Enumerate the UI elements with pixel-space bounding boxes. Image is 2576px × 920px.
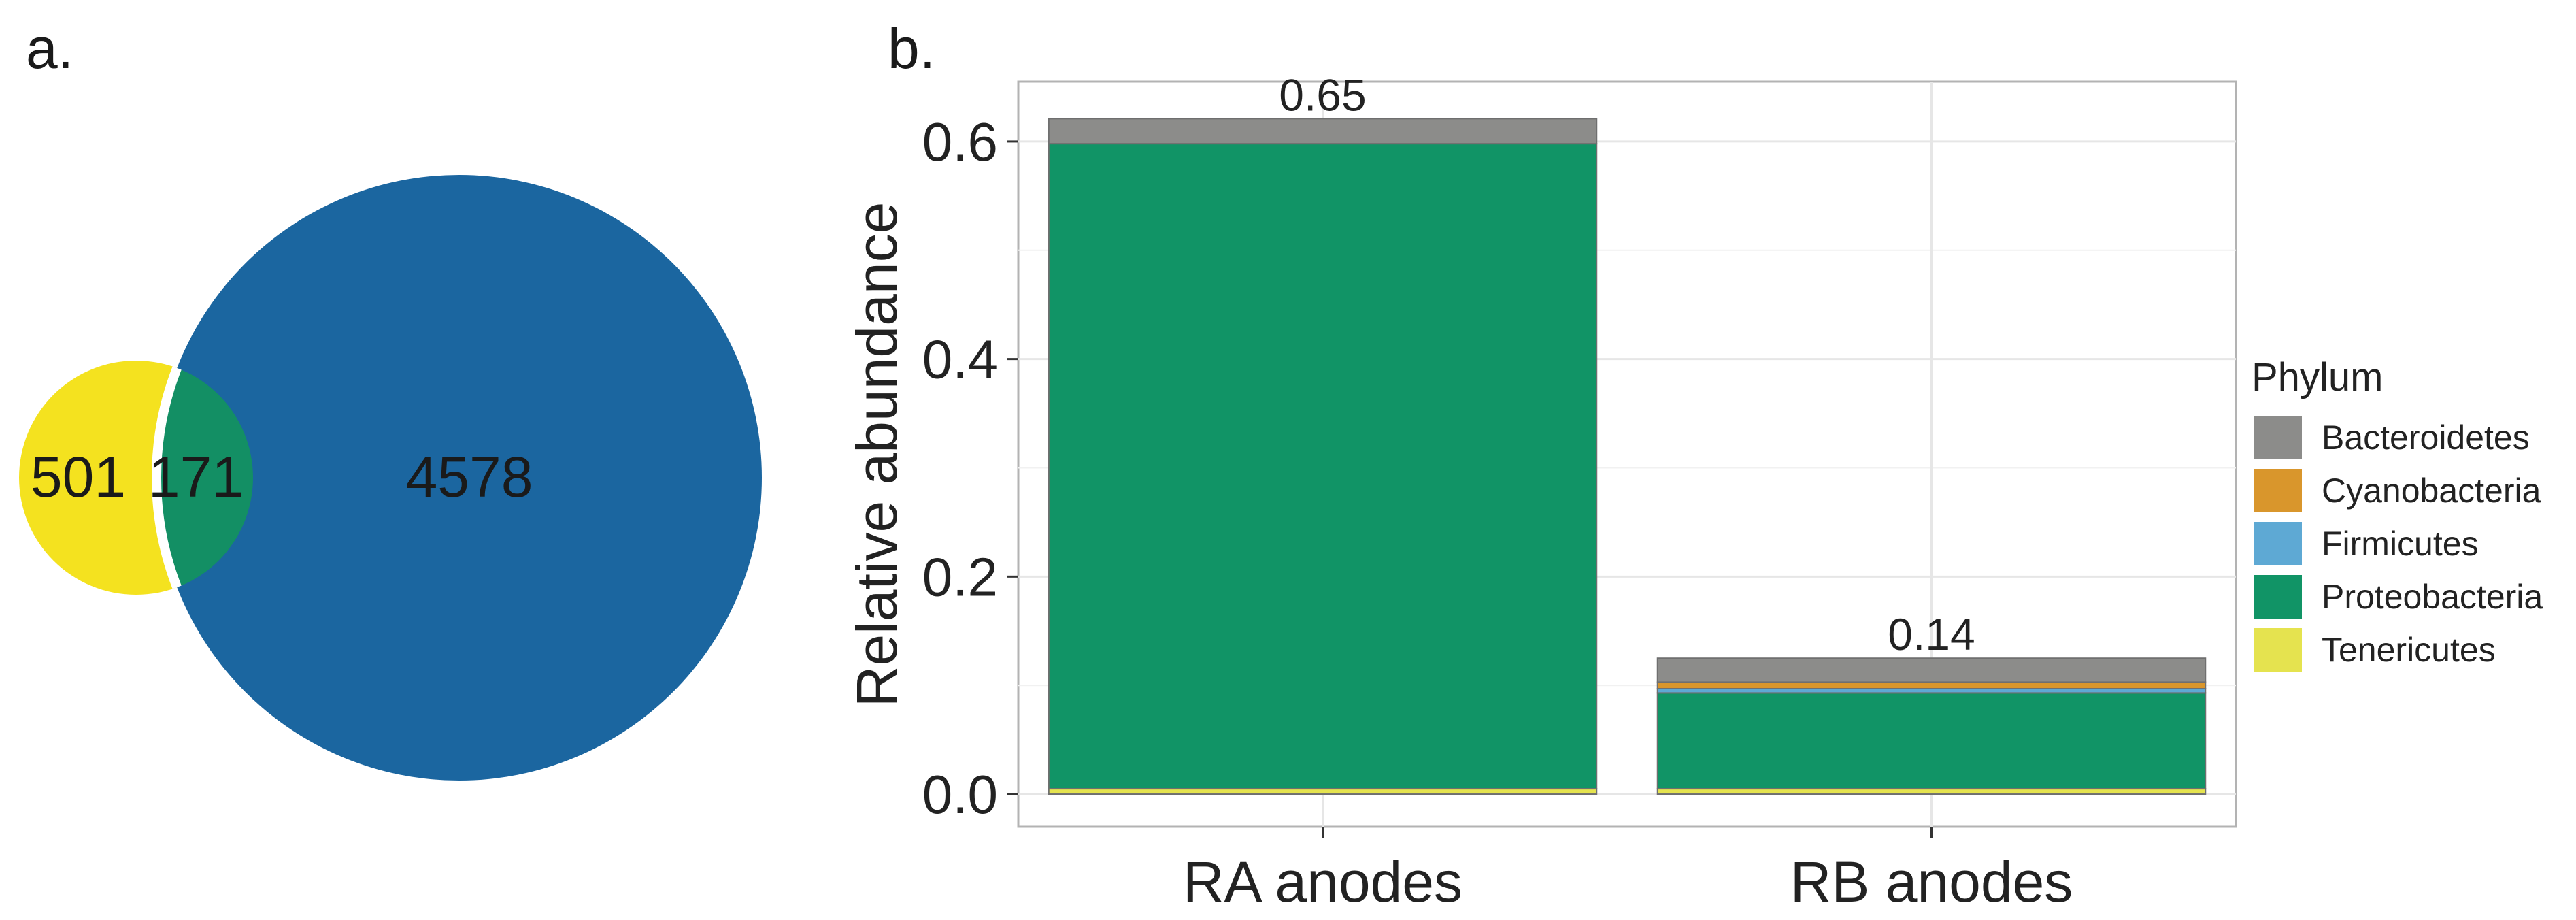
bar-segment-bacteroidetes-2 (1656, 657, 2207, 683)
legend-label-firmicutes: Firmicutes (2322, 525, 2479, 563)
bar-segment-proteobacteria-2 (1656, 692, 2207, 790)
y-tick-label: 0.6 (922, 112, 998, 172)
y-axis-title: Relative abundance (845, 202, 909, 708)
x-axis: RA anodes RB anodes (1183, 827, 2073, 914)
legend-label-proteobacteria: Proteobacteria (2322, 578, 2543, 616)
panel-b-label: b. (888, 16, 935, 80)
venn-left-count: 501 (31, 445, 126, 509)
total-labels: 0.65 0.14 (1279, 69, 1975, 659)
panel-a-label: a. (26, 16, 73, 80)
legend-label-bacteroidetes: Bacteroidetes (2322, 418, 2530, 457)
x-tick-label: RA anodes (1183, 850, 1462, 914)
venn-diagram: 501 171 4578 (19, 175, 762, 781)
bar-segment-proteobacteria-1 (1048, 143, 1598, 790)
venn-right-circle (156, 175, 762, 781)
y-tick-label: 0.2 (922, 546, 998, 607)
legend-swatch-proteobacteria (2253, 574, 2303, 620)
legend-swatch-cyanobacteria (2253, 467, 2303, 514)
venn-overlap-region (152, 361, 253, 595)
legend-label-tenericutes: Tenericutes (2322, 631, 2496, 669)
bar-segment-cyanobacteria-2 (1656, 681, 2207, 689)
total-label-1: 0.65 (1279, 69, 1366, 120)
bar-segment-bacteroidetes-1 (1048, 118, 1598, 145)
legend-label-cyanobacteria: Cyanobacteria (2322, 472, 2541, 510)
legend-swatch-tenericutes (2253, 627, 2303, 673)
y-axis: 0.0 0.2 0.4 0.6 (922, 112, 1018, 825)
total-label-2: 0.14 (1888, 609, 1975, 659)
stacked-bar-chart: 0.65 0.14 0.0 0.2 0.4 0.6 RA anodes RB anodes… (845, 69, 2237, 914)
venn-overlap-count: 171 (148, 445, 244, 509)
bar-segment-tenericutes-2 (1656, 788, 2207, 795)
bar-segment-tenericutes-1 (1048, 788, 1598, 795)
x-tick-label: RB anodes (1790, 850, 2073, 914)
legend: Phylum Bacteroidetes Cyanobacteria Firmicu… (2252, 355, 2543, 673)
y-tick-label: 0.4 (922, 329, 998, 390)
legend-swatch-firmicutes (2253, 521, 2303, 567)
legend-title: Phylum (2252, 355, 2383, 399)
y-tick-label: 0.0 (922, 764, 998, 825)
venn-right-count: 4578 (406, 445, 533, 509)
bars (1048, 118, 2207, 795)
legend-swatch-bacteroidetes (2253, 414, 2303, 461)
